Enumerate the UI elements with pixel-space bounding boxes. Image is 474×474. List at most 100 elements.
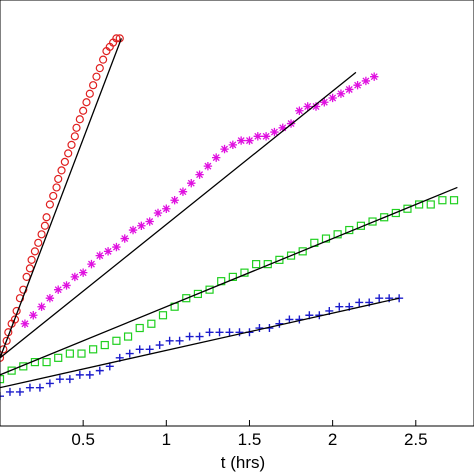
plus-point-34 <box>335 302 344 311</box>
plus-point-18 <box>175 336 184 345</box>
plus-point-6 <box>55 375 64 384</box>
asterisk-point-38 <box>336 89 346 98</box>
circle-point-19 <box>52 183 61 192</box>
series-layer <box>0 34 459 401</box>
square-point-33 <box>380 213 389 222</box>
plus-point-16 <box>155 341 164 350</box>
square-point-13 <box>147 319 156 328</box>
square-point-34 <box>391 208 400 218</box>
fit-line-asterisk <box>0 71 357 359</box>
plus-point-21 <box>205 328 214 337</box>
plus-point-28 <box>275 319 284 328</box>
asterisk-point-23 <box>212 153 221 162</box>
plot-frame <box>0 0 474 427</box>
series-plus <box>0 294 404 401</box>
asterisk-point-0 <box>20 319 30 328</box>
circle-point-21 <box>57 166 66 175</box>
asterisk-point-20 <box>187 178 196 188</box>
asterisk-point-2 <box>37 302 46 311</box>
asterisk-point-18 <box>170 196 179 205</box>
circle-point-13 <box>34 238 43 247</box>
asterisk-point-28 <box>253 132 262 141</box>
asterisk-point-9 <box>95 251 104 260</box>
circle-point-7 <box>15 294 25 303</box>
circle-point-30 <box>85 89 94 98</box>
circle-point-23 <box>64 149 73 158</box>
plus-point-17 <box>165 336 174 345</box>
square-point-38 <box>438 196 447 205</box>
circle-point-31 <box>89 81 98 90</box>
asterisk-point-11 <box>112 242 121 252</box>
circle-point-1 <box>0 345 8 354</box>
x-axis-label: t (hrs) <box>221 453 265 472</box>
asterisk-point-12 <box>120 234 129 243</box>
plus-point-38 <box>375 294 384 303</box>
square-point-29 <box>333 230 342 239</box>
square-point-18 <box>205 285 214 294</box>
square-point-20 <box>228 272 237 281</box>
circle-point-0 <box>0 353 5 362</box>
square-point-37 <box>426 200 435 209</box>
asterisk-point-39 <box>345 85 354 94</box>
asterisk-point-6 <box>70 272 80 282</box>
asterisk-point-27 <box>245 136 254 145</box>
asterisk-point-35 <box>311 102 321 111</box>
x-tick-label-1: 1 <box>162 430 171 449</box>
x-tick-label-0: 0.5 <box>71 430 95 449</box>
square-point-16 <box>182 294 191 303</box>
plus-point-36 <box>355 298 364 307</box>
circle-point-24 <box>67 140 76 149</box>
asterisk-point-37 <box>328 93 337 103</box>
asterisk-point-25 <box>228 140 238 150</box>
series-circle <box>0 34 124 362</box>
circle-point-5 <box>10 315 20 324</box>
square-point-7 <box>77 349 86 358</box>
circle-point-9 <box>22 272 31 281</box>
square-point-6 <box>65 349 74 358</box>
asterisk-point-1 <box>29 311 38 320</box>
plus-point-26 <box>255 324 264 333</box>
plus-point-14 <box>135 345 144 354</box>
plus-point-8 <box>75 370 84 379</box>
square-point-5 <box>54 353 63 362</box>
plus-point-10 <box>95 366 104 375</box>
square-point-0 <box>0 375 5 384</box>
square-point-14 <box>158 311 168 320</box>
square-point-10 <box>112 336 121 345</box>
circle-point-33 <box>95 64 104 73</box>
circle-point-27 <box>75 115 84 124</box>
plus-point-22 <box>215 328 224 337</box>
circle-point-20 <box>54 174 63 184</box>
asterisk-point-22 <box>203 161 213 171</box>
circle-point-26 <box>72 123 81 132</box>
circle-point-28 <box>79 106 88 115</box>
asterisk-point-7 <box>78 268 88 277</box>
square-point-39 <box>449 196 459 205</box>
plus-point-23 <box>225 328 234 337</box>
square-point-26 <box>298 247 307 256</box>
series-asterisk <box>0 71 379 359</box>
asterisk-point-10 <box>103 247 113 256</box>
square-point-32 <box>368 217 377 226</box>
asterisk-point-40 <box>353 81 362 90</box>
plus-point-3 <box>25 383 34 392</box>
plus-point-1 <box>5 387 14 396</box>
asterisk-point-8 <box>87 259 96 269</box>
asterisk-point-4 <box>54 285 63 294</box>
square-point-12 <box>135 323 144 333</box>
asterisk-point-21 <box>195 170 204 179</box>
plus-point-7 <box>65 375 74 384</box>
circle-point-12 <box>30 247 40 256</box>
asterisk-point-17 <box>162 204 171 213</box>
asterisk-point-33 <box>295 106 304 115</box>
square-point-22 <box>252 260 261 269</box>
plus-point-15 <box>145 345 154 354</box>
plus-point-19 <box>185 332 194 341</box>
asterisk-point-34 <box>303 102 312 111</box>
asterisk-point-15 <box>145 217 154 226</box>
plus-point-13 <box>125 349 134 358</box>
fit-line-plus <box>0 297 400 389</box>
square-point-9 <box>100 340 109 350</box>
x-tick-label-2: 1.5 <box>238 430 262 449</box>
asterisk-point-29 <box>261 132 271 141</box>
